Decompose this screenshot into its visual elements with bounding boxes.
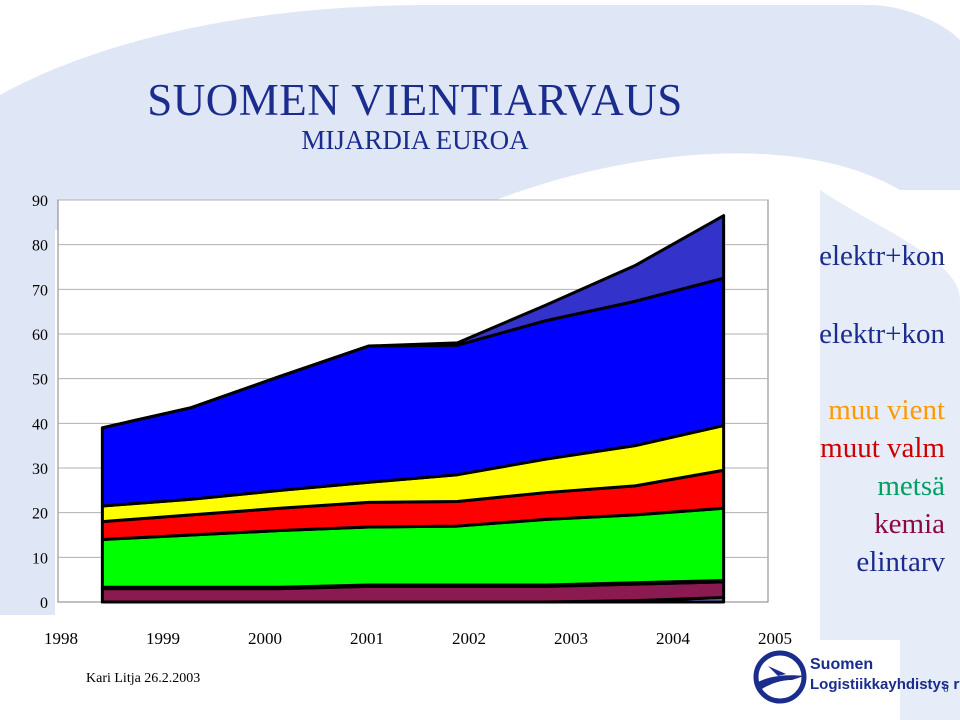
x-tick-label: 1998 bbox=[44, 629, 78, 648]
background-swoosh bbox=[0, 5, 960, 230]
x-tick-label: 2005 bbox=[758, 629, 792, 648]
y-tick-label: 30 bbox=[32, 461, 48, 478]
legend-item: muu vient bbox=[828, 394, 945, 426]
logo-emblem-icon bbox=[753, 650, 807, 704]
legend-item: elintarv bbox=[856, 546, 945, 578]
background-left-band bbox=[0, 95, 55, 615]
logo: Suomen Logistiikkayhdistys ry bbox=[752, 646, 960, 712]
page-number: 6 bbox=[943, 683, 949, 695]
y-tick-label: 20 bbox=[32, 506, 48, 523]
y-tick-label: 0 bbox=[40, 595, 48, 612]
legend-item: elektr+kon bbox=[819, 240, 945, 272]
y-tick-label: 40 bbox=[32, 416, 48, 433]
x-tick-label: 2000 bbox=[248, 629, 282, 648]
legend-item: metsä bbox=[877, 470, 945, 502]
logo-text-line2: Logistiikkayhdistys ry bbox=[810, 676, 960, 693]
x-tick-label: 2001 bbox=[350, 629, 384, 648]
y-tick-label: 90 bbox=[32, 193, 48, 210]
legend-item: muut valm bbox=[820, 432, 945, 464]
x-tick-label: 2003 bbox=[554, 629, 588, 648]
x-tick-label: 2002 bbox=[452, 629, 486, 648]
slide-subtitle: MIJARDIA EUROA bbox=[301, 125, 529, 155]
logo-text-line1: Suomen bbox=[810, 656, 874, 673]
y-tick-label: 70 bbox=[32, 282, 48, 299]
y-tick-label: 80 bbox=[32, 238, 48, 255]
y-tick-label: 60 bbox=[32, 327, 48, 344]
y-tick-label: 50 bbox=[32, 372, 48, 389]
x-tick-label: 1999 bbox=[146, 629, 180, 648]
area-series-7 bbox=[100, 214, 726, 430]
legend-item: kemia bbox=[874, 508, 945, 540]
y-tick-label: 10 bbox=[32, 550, 48, 567]
slide-title: SUOMEN VIENTIARVAUS bbox=[147, 75, 683, 125]
x-tick-label: 2004 bbox=[656, 629, 691, 648]
footer-author: Kari Litja 26.2.2003 bbox=[86, 671, 201, 686]
background-swoosh-right bbox=[820, 190, 960, 720]
legend-item: elektr+kon bbox=[819, 318, 945, 350]
